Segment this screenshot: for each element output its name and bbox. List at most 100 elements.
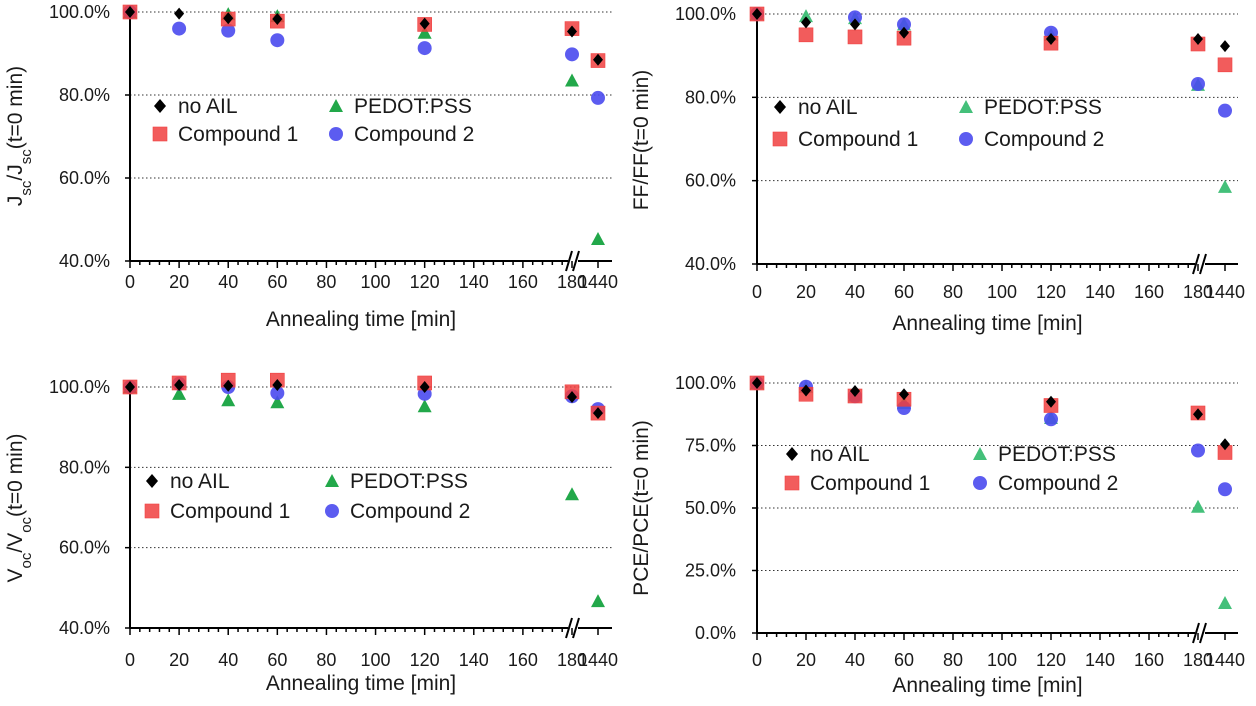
data-point — [1220, 438, 1230, 451]
x-tick-label: 180 — [1183, 282, 1213, 302]
series-compound-1 — [749, 6, 1233, 73]
data-point — [221, 393, 236, 407]
data-point — [850, 385, 860, 397]
x-tick-label: 20 — [169, 272, 189, 292]
data-point — [801, 384, 811, 397]
x-tick-label: 40 — [845, 282, 865, 302]
triangle-legend-marker — [329, 99, 343, 112]
series-compound-2 — [123, 376, 605, 417]
data-point — [850, 18, 860, 31]
legend-item: PEDOT:PSS — [973, 443, 1116, 466]
data-point — [1218, 179, 1232, 193]
y-axis-title: PCE/PCE(t=0 min) — [630, 420, 653, 596]
data-point — [801, 16, 811, 29]
data-point — [419, 17, 430, 30]
chart-panel-4: 0.0% 25.0% 50.0% 75.0% 100.0% 0 20 40 60 80 100 120… — [630, 373, 1245, 697]
x-tick-label: 160 — [1134, 650, 1164, 670]
series-compound-2 — [123, 5, 605, 105]
x-tick-label: 180 — [557, 650, 587, 670]
x-axis-title: Annealing time [min] — [266, 308, 456, 331]
x-tick-label: 1440 — [578, 272, 618, 292]
series-compound-1 — [122, 372, 606, 421]
y-tick-label: 100.0% — [675, 4, 736, 24]
legend-item: Compound 1 — [144, 500, 290, 523]
x-tick-label: 0 — [752, 650, 762, 670]
square-legend-marker — [784, 475, 800, 491]
legend-item: Compound 2 — [329, 123, 474, 146]
data-point — [565, 487, 579, 501]
axis-break-marker — [565, 250, 580, 272]
square-legend-marker — [152, 126, 168, 142]
legend-item: no AIL — [146, 470, 230, 493]
x-tick-label: 20 — [796, 650, 816, 670]
x-tick-label: 120 — [410, 650, 440, 670]
x-tick-label: 160 — [1134, 282, 1164, 302]
data-point — [591, 90, 605, 105]
data-point — [567, 25, 577, 38]
legend-item: PEDOT:PSS — [329, 95, 472, 118]
legend-label: no AIL — [178, 95, 238, 118]
x-tick-label: 120 — [410, 272, 440, 292]
data-point — [1046, 33, 1056, 45]
y-tick-label: 100.0% — [49, 2, 110, 22]
data-point — [172, 386, 187, 400]
y-tick-label: 60.0% — [685, 171, 736, 191]
legend-label: PEDOT:PSS — [998, 443, 1116, 466]
square-legend-marker — [772, 131, 788, 147]
x-tick-label: 60 — [267, 272, 287, 292]
x-tick-label: 80 — [316, 650, 336, 670]
data-point — [223, 379, 234, 392]
y-tick-label: 40.0% — [59, 618, 110, 638]
chart-panel-3: 40.0% 60.0% 80.0% 100.0% 0 20 40 60 80 100 120 140 1… — [4, 372, 618, 695]
y-tick-label: 25.0% — [685, 561, 736, 581]
legend-label: no AIL — [170, 470, 230, 493]
y-tick-label: 80.0% — [685, 87, 736, 107]
x-tick-label: 180 — [557, 272, 587, 292]
y-axis-title: Jsc/Jsc(t=0 min) — [4, 66, 35, 206]
data-point — [1191, 443, 1205, 458]
x-tick-label: 20 — [796, 282, 816, 302]
data-point — [1218, 482, 1232, 497]
legend-item: Compound 2 — [959, 128, 1104, 151]
series-no-ail — [125, 6, 603, 66]
data-point — [419, 381, 430, 393]
data-point — [752, 8, 762, 20]
data-point — [223, 12, 234, 25]
data-point — [1218, 596, 1232, 609]
circle-legend-marker — [329, 127, 343, 141]
series-compound-1 — [122, 4, 606, 68]
data-point — [272, 13, 283, 26]
data-point — [1191, 77, 1205, 91]
x-tick-label: 20 — [169, 650, 189, 670]
axis-break-marker — [565, 617, 580, 639]
legend-item: no AIL — [786, 443, 870, 466]
x-tick-label: 80 — [943, 282, 963, 302]
data-point — [272, 378, 283, 391]
data-point — [417, 399, 432, 413]
series-no-ail — [752, 377, 1230, 451]
data-point — [1193, 33, 1203, 45]
y-tick-label: 60.0% — [59, 168, 110, 188]
data-point — [799, 9, 813, 23]
x-tick-label: 100 — [361, 650, 391, 670]
data-point — [899, 388, 909, 401]
legend-item: no AIL — [774, 96, 858, 119]
series-no-ail — [752, 8, 1230, 53]
y-axis-title: FF/FF(t=0 min) — [630, 70, 653, 211]
series-no-ail — [125, 378, 603, 420]
data-point — [567, 391, 577, 404]
data-point — [1191, 499, 1205, 513]
data-point — [417, 41, 432, 56]
legend-label: PEDOT:PSS — [350, 470, 468, 493]
legend-item: Compound 1 — [152, 123, 298, 146]
y-tick-label: 0.0% — [695, 623, 736, 643]
data-point — [172, 21, 187, 36]
x-tick-label: 160 — [508, 650, 538, 670]
data-point — [593, 407, 603, 420]
legend-item: PEDOT:PSS — [325, 470, 468, 493]
legend-item: no AIL — [154, 95, 238, 118]
data-point — [125, 381, 135, 393]
y-tick-label: 40.0% — [685, 254, 736, 274]
data-point — [270, 395, 285, 409]
x-tick-label: 100 — [987, 282, 1017, 302]
